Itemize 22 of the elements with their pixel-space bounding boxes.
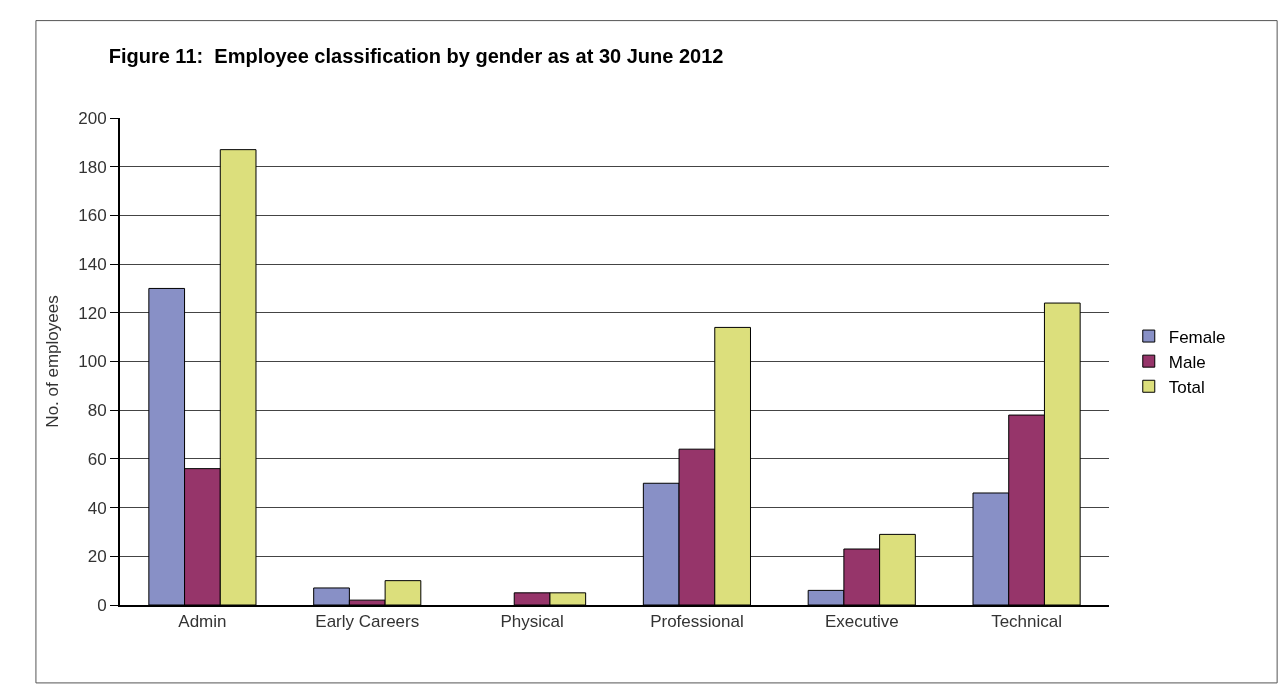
legend-label: Male: [1168, 352, 1206, 372]
x-tick-label: Technical: [991, 612, 1063, 632]
y-tick-label: 200: [78, 108, 107, 128]
y-tick-label: 60: [87, 449, 107, 469]
y-axis-title: No. of employees: [43, 295, 63, 428]
y-tick-label: 0: [97, 595, 107, 615]
y-tick-label: 180: [78, 157, 107, 177]
y-tick-label: 100: [78, 352, 107, 372]
x-tick-label: Admin: [178, 612, 227, 632]
x-tick-label: Physical: [500, 612, 564, 632]
y-tick-label: 40: [87, 498, 107, 518]
chart-title: Figure 11: Employee classification by gender as at 30 June 2012: [108, 44, 724, 67]
x-tick-label: Professional: [650, 612, 744, 632]
legend-label: Total: [1168, 377, 1205, 397]
y-tick-label: 80: [87, 401, 107, 421]
y-tick-label: 140: [78, 255, 107, 275]
y-tick-label: 20: [87, 547, 107, 567]
x-tick-label: Executive: [824, 612, 899, 632]
legend-label: Female: [1168, 327, 1226, 347]
x-tick-label: Early Careers: [315, 612, 420, 632]
y-tick-label: 120: [78, 303, 107, 323]
y-tick-label: 160: [78, 206, 107, 226]
